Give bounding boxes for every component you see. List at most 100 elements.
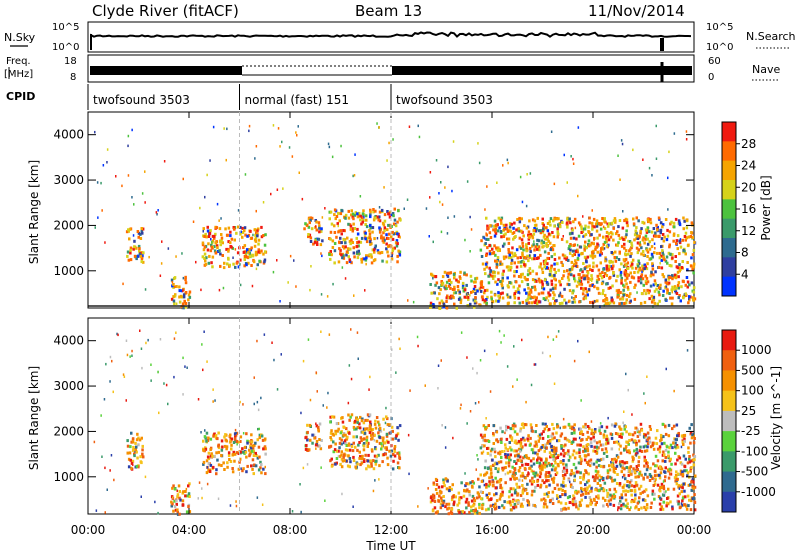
echo-cell: [567, 458, 571, 462]
echo-cell: [519, 256, 522, 259]
echo-cell: [521, 241, 524, 245]
echo-cell: [649, 427, 652, 431]
echo-cell: [233, 432, 237, 436]
velocity-ylabel: Slant Range [km]: [27, 366, 41, 470]
echo-cell: [657, 216, 661, 220]
echo-cell: [481, 435, 484, 439]
echo-cell: [662, 275, 666, 279]
echo-cell: [667, 251, 671, 255]
echo-cell: [171, 486, 174, 490]
echo-cell: [467, 503, 470, 507]
echo-cell: [221, 254, 224, 257]
echo-cell: [486, 467, 490, 471]
echo-cell: [662, 253, 665, 257]
echo-cell: [585, 265, 589, 269]
echo-cell: [635, 216, 638, 220]
echo-cell: [627, 252, 630, 256]
echo-cell: [588, 426, 591, 430]
echo-cell: [178, 300, 182, 304]
echo-cell: [569, 425, 572, 429]
colorbar-swatch: [722, 410, 736, 432]
echo-cell: [676, 494, 680, 498]
echo-cell: [656, 225, 659, 229]
echo-cell: [553, 258, 557, 261]
nsky-trace: [90, 31, 692, 38]
echo-cell: [596, 299, 599, 303]
echo-cell: [520, 217, 523, 221]
echo-cell: [571, 440, 575, 444]
echo-cell: [262, 467, 265, 471]
echo-cell: [444, 426, 447, 429]
echo-cell: [609, 432, 613, 436]
echo-cell: [376, 237, 379, 240]
echo-cell: [139, 329, 141, 332]
echo-cell: [505, 428, 508, 432]
echo-cell: [360, 457, 364, 461]
echo-cell: [386, 210, 389, 213]
echo-cell: [577, 126, 580, 129]
echo-cell: [589, 268, 592, 272]
echo-cell: [623, 461, 627, 465]
echo-cell: [509, 487, 513, 491]
echo-cell: [368, 465, 371, 469]
echo-cell: [516, 218, 519, 221]
echo-cell: [532, 229, 535, 233]
echo-cell: [645, 230, 649, 234]
echo-cell: [291, 510, 294, 513]
echo-cell: [136, 432, 139, 436]
echo-cell: [183, 300, 186, 304]
echo-cell: [574, 490, 577, 494]
time-tick-label: 04:00: [172, 523, 207, 537]
echo-cell: [648, 436, 651, 440]
echo-cell: [535, 444, 539, 448]
echo-cell: [467, 297, 470, 301]
echo-cell: [328, 217, 331, 221]
echo-cell: [497, 291, 500, 295]
echo-cell: [509, 434, 512, 438]
echo-cell: [515, 228, 518, 232]
echo-cell: [661, 507, 665, 511]
echo-cell: [603, 220, 606, 224]
echo-cell: [557, 223, 560, 227]
echo-cell: [382, 453, 386, 457]
echo-cell: [308, 233, 312, 237]
echo-cell: [510, 222, 513, 226]
echo-cell: [529, 459, 533, 463]
echo-cell: [523, 288, 526, 292]
echo-cell: [515, 248, 519, 252]
echo-cell: [371, 428, 374, 431]
echo-cell: [227, 226, 231, 230]
echo-cell: [442, 478, 445, 482]
echo-cell: [557, 439, 561, 443]
echo-cell: [508, 458, 511, 462]
echo-cell: [604, 442, 608, 446]
echo-cell: [491, 300, 495, 304]
echo-cell: [610, 461, 612, 464]
echo-cell: [361, 220, 364, 224]
echo-cell: [520, 502, 523, 506]
echo-cell: [585, 290, 589, 294]
echo-cell: [653, 301, 657, 305]
echo-cell: [556, 227, 559, 231]
echo-cell: [584, 487, 587, 491]
echo-cell: [610, 476, 613, 480]
echo-cell: [577, 280, 580, 284]
echo-cell: [373, 250, 376, 254]
echo-cell: [140, 461, 143, 465]
echo-cell: [649, 274, 653, 278]
echo-cell: [670, 264, 673, 268]
echo-cell: [560, 508, 563, 511]
echo-cell: [620, 496, 624, 500]
echo-cell: [483, 473, 486, 477]
echo-cell: [544, 462, 547, 466]
echo-cell: [589, 458, 593, 462]
echo-cell: [587, 288, 591, 292]
power-echoes: [94, 122, 697, 310]
echo-cell: [675, 292, 679, 295]
beam-title: Beam 13: [355, 2, 422, 20]
echo-cell: [683, 465, 687, 469]
echo-cell: [598, 233, 601, 237]
echo-cell: [219, 264, 222, 268]
echo-cell: [669, 296, 672, 300]
